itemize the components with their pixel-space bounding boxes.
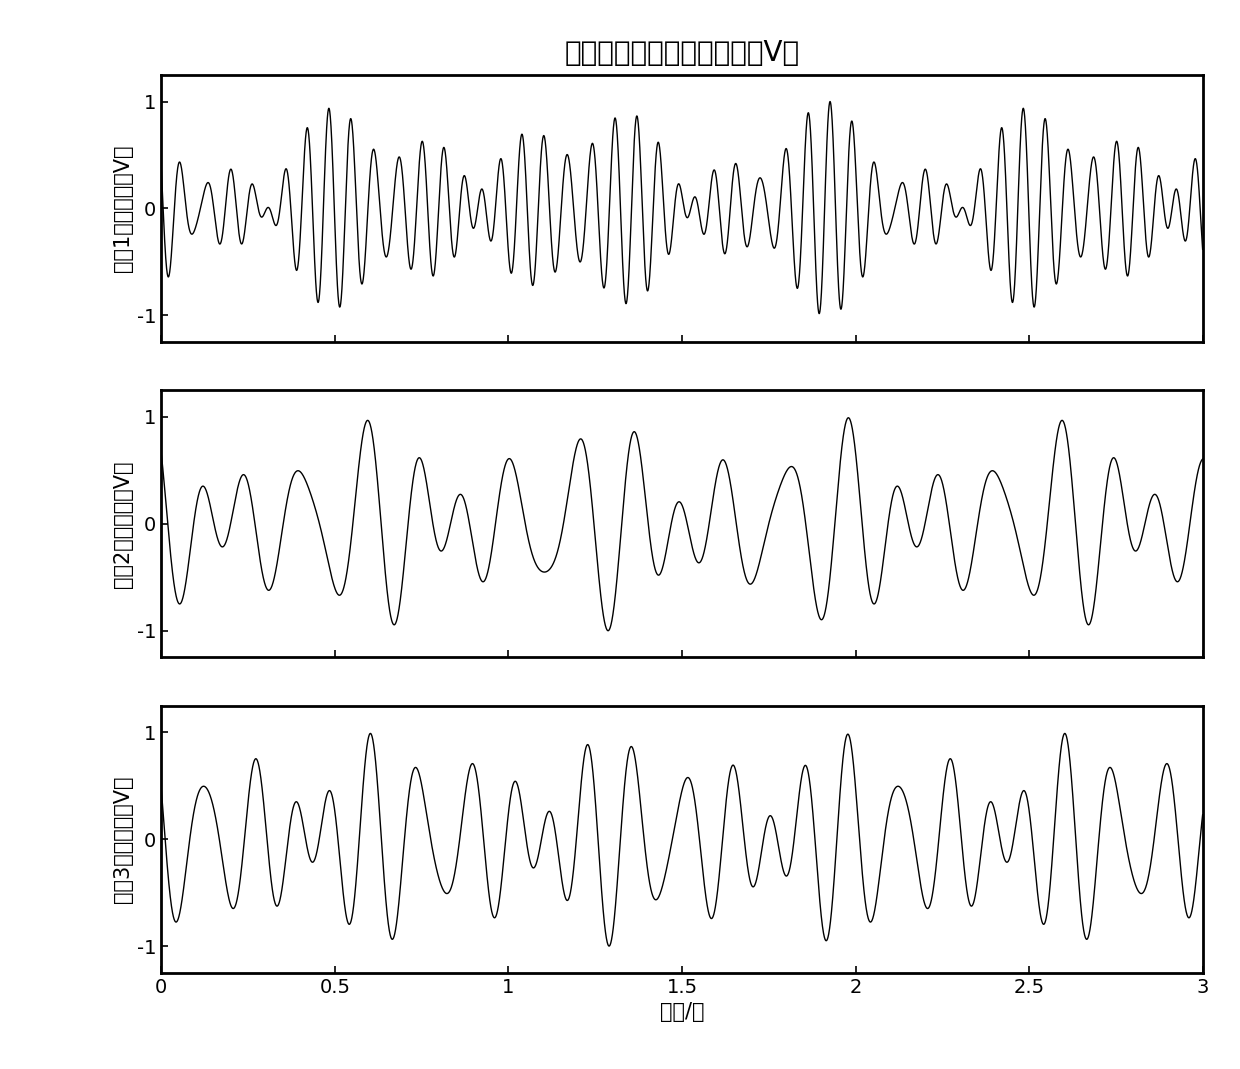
Y-axis label: 目标2电场实部（V）: 目标2电场实部（V） [113,460,133,588]
X-axis label: 时间/秒: 时间/秒 [660,1003,704,1022]
Title: 真实目标归一化回波实部（V）: 真实目标归一化回波实部（V） [564,38,800,67]
Y-axis label: 目标1电场实部（V）: 目标1电场实部（V） [113,144,133,273]
Y-axis label: 目标3电场实部（V）: 目标3电场实部（V） [113,775,133,903]
